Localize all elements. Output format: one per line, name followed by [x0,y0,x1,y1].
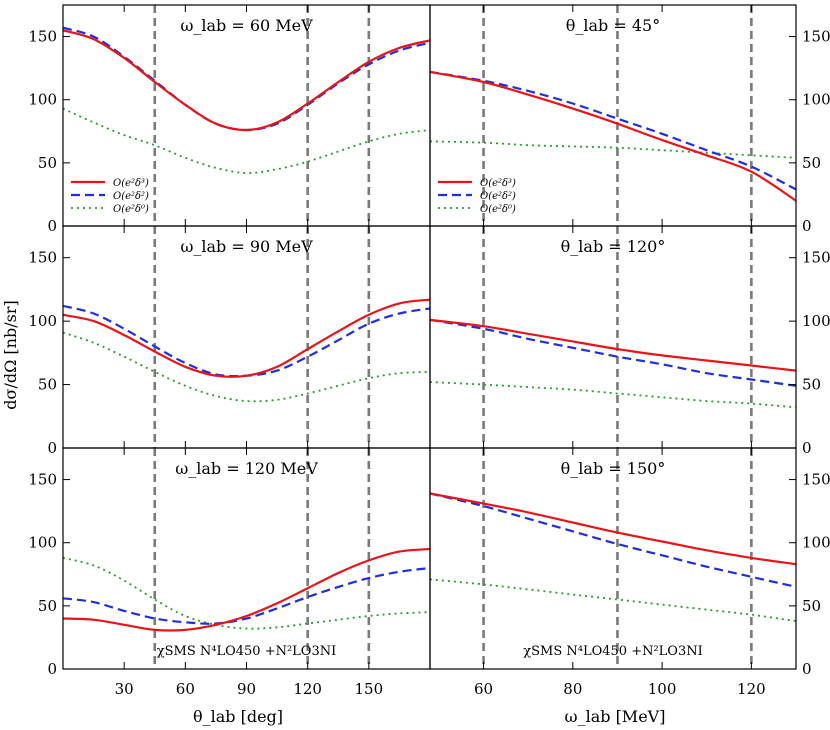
model-footnote: χSMS N⁴LO450 +N²LO3NI [157,644,337,659]
panel-left-middle: 0 50 100 150 ω_lab = 90 MeV [28,225,431,457]
legend-label: O(e²δ²) [480,191,516,202]
y-tick-label: 0 [802,439,812,457]
legend-label: O(e²δ³) [480,178,516,189]
series-group [63,547,430,632]
x-tick-label: 60 [474,680,493,698]
series-line-dashed [430,492,796,588]
panel-frame [429,447,797,670]
series-line-solid [63,298,430,378]
x-tick-label: 60 [176,680,195,698]
series-group [430,492,796,622]
y-tick-label: 50 [38,376,57,394]
x-tick-label: 120 [737,680,766,698]
panel-frame [62,225,431,449]
legend-label: O(e²δ⁰) [113,204,149,215]
x-tick-label: 80 [563,680,582,698]
y-tick-label: 0 [802,217,812,235]
series-line-dashed [430,70,796,191]
series-line-dotted [63,331,430,403]
y-tick-label: 100 [802,534,830,552]
panel-right-top: 0 50 100 150 θ_lab = 45° O(e²δ³) O(e²δ²) O(e²δ⁰… [429,4,830,235]
y-axis-label: dσ/dΩ [nb/sr] [1,300,20,409]
panel-frame [429,225,797,449]
panel-title: ω_lab = 60 MeV [180,16,313,35]
series-line-solid [63,547,430,632]
legend-label: O(e²δ⁰) [480,204,516,215]
series-line-dotted [430,381,796,409]
series-line-dotted [63,557,430,630]
panel-right-middle: 0 50 100 150 θ_lab = 120° [429,225,830,457]
series-line-dashed [63,304,430,378]
y-tick-label: 150 [802,249,830,267]
panel-left-top: 0 50 100 150 ω_lab = 60 MeV O(e²δ³) O(e²δ²) O(e… [28,4,431,235]
x-tick-label: 120 [293,680,322,698]
series-group [430,318,796,409]
panel-title: θ_lab = 120° [561,237,666,256]
series-line-dashed [63,26,430,132]
series-group [63,26,430,174]
y-tick-label: 0 [47,439,57,457]
panel-right-bottom: 60 80 100 120 0 50 100 150 θ_lab = 150° χSMS N⁴LO… [429,447,830,698]
series-line-dotted [63,107,430,174]
series-line-solid [430,318,796,372]
x-axis-label-left: θ_lab [deg] [193,707,283,726]
y-tick-label: 50 [802,154,821,172]
panel-title: θ_lab = 45° [566,16,660,35]
y-tick-label: 150 [802,471,830,489]
y-tick-label: 150 [28,471,57,489]
legend-label: O(e²δ³) [113,178,149,189]
series-line-solid [63,29,430,132]
y-tick-label: 0 [802,660,812,678]
y-tick-label: 50 [802,597,821,615]
series-group [63,298,430,403]
series-line-dashed [430,318,796,387]
y-tick-label: 50 [802,376,821,394]
y-tick-label: 100 [802,91,830,109]
model-footnote: χSMS N⁴LO450 +N²LO3NI [523,644,703,659]
panel-title: ω_lab = 120 MeV [175,459,318,478]
y-tick-label: 50 [38,597,57,615]
legend-label: O(e²δ²) [113,191,149,202]
x-tick-label: 150 [355,680,384,698]
x-tick-label: 30 [115,680,134,698]
panels-group: 0 50 100 150 ω_lab = 60 MeV O(e²δ³) O(e²δ²) O(e… [28,4,830,698]
y-tick-label: 100 [802,312,830,330]
series-line-solid [430,492,796,566]
y-tick-label: 0 [47,217,57,235]
series-line-solid [430,70,796,202]
y-tick-label: 100 [28,312,57,330]
series-line-dashed [63,566,430,625]
panel-title: θ_lab = 150° [561,459,666,478]
y-tick-label: 150 [28,28,57,46]
x-tick-label: 100 [648,680,677,698]
series-line-dotted [430,578,796,622]
panel-title: ω_lab = 90 MeV [180,237,313,256]
y-tick-label: 100 [28,91,57,109]
series-line-dotted [430,140,796,159]
x-axis-label-right: ω_lab [MeV] [565,707,666,726]
y-tick-label: 50 [38,154,57,172]
panel-left-bottom: 30 60 90 120 150 0 50 100 150 ω_lab = 120 MeV χSMS… [28,447,431,698]
x-tick-label: 90 [237,680,256,698]
series-group [430,70,796,202]
y-tick-label: 0 [47,660,57,678]
y-tick-label: 150 [28,249,57,267]
y-tick-label: 100 [28,534,57,552]
y-tick-label: 150 [802,28,830,46]
